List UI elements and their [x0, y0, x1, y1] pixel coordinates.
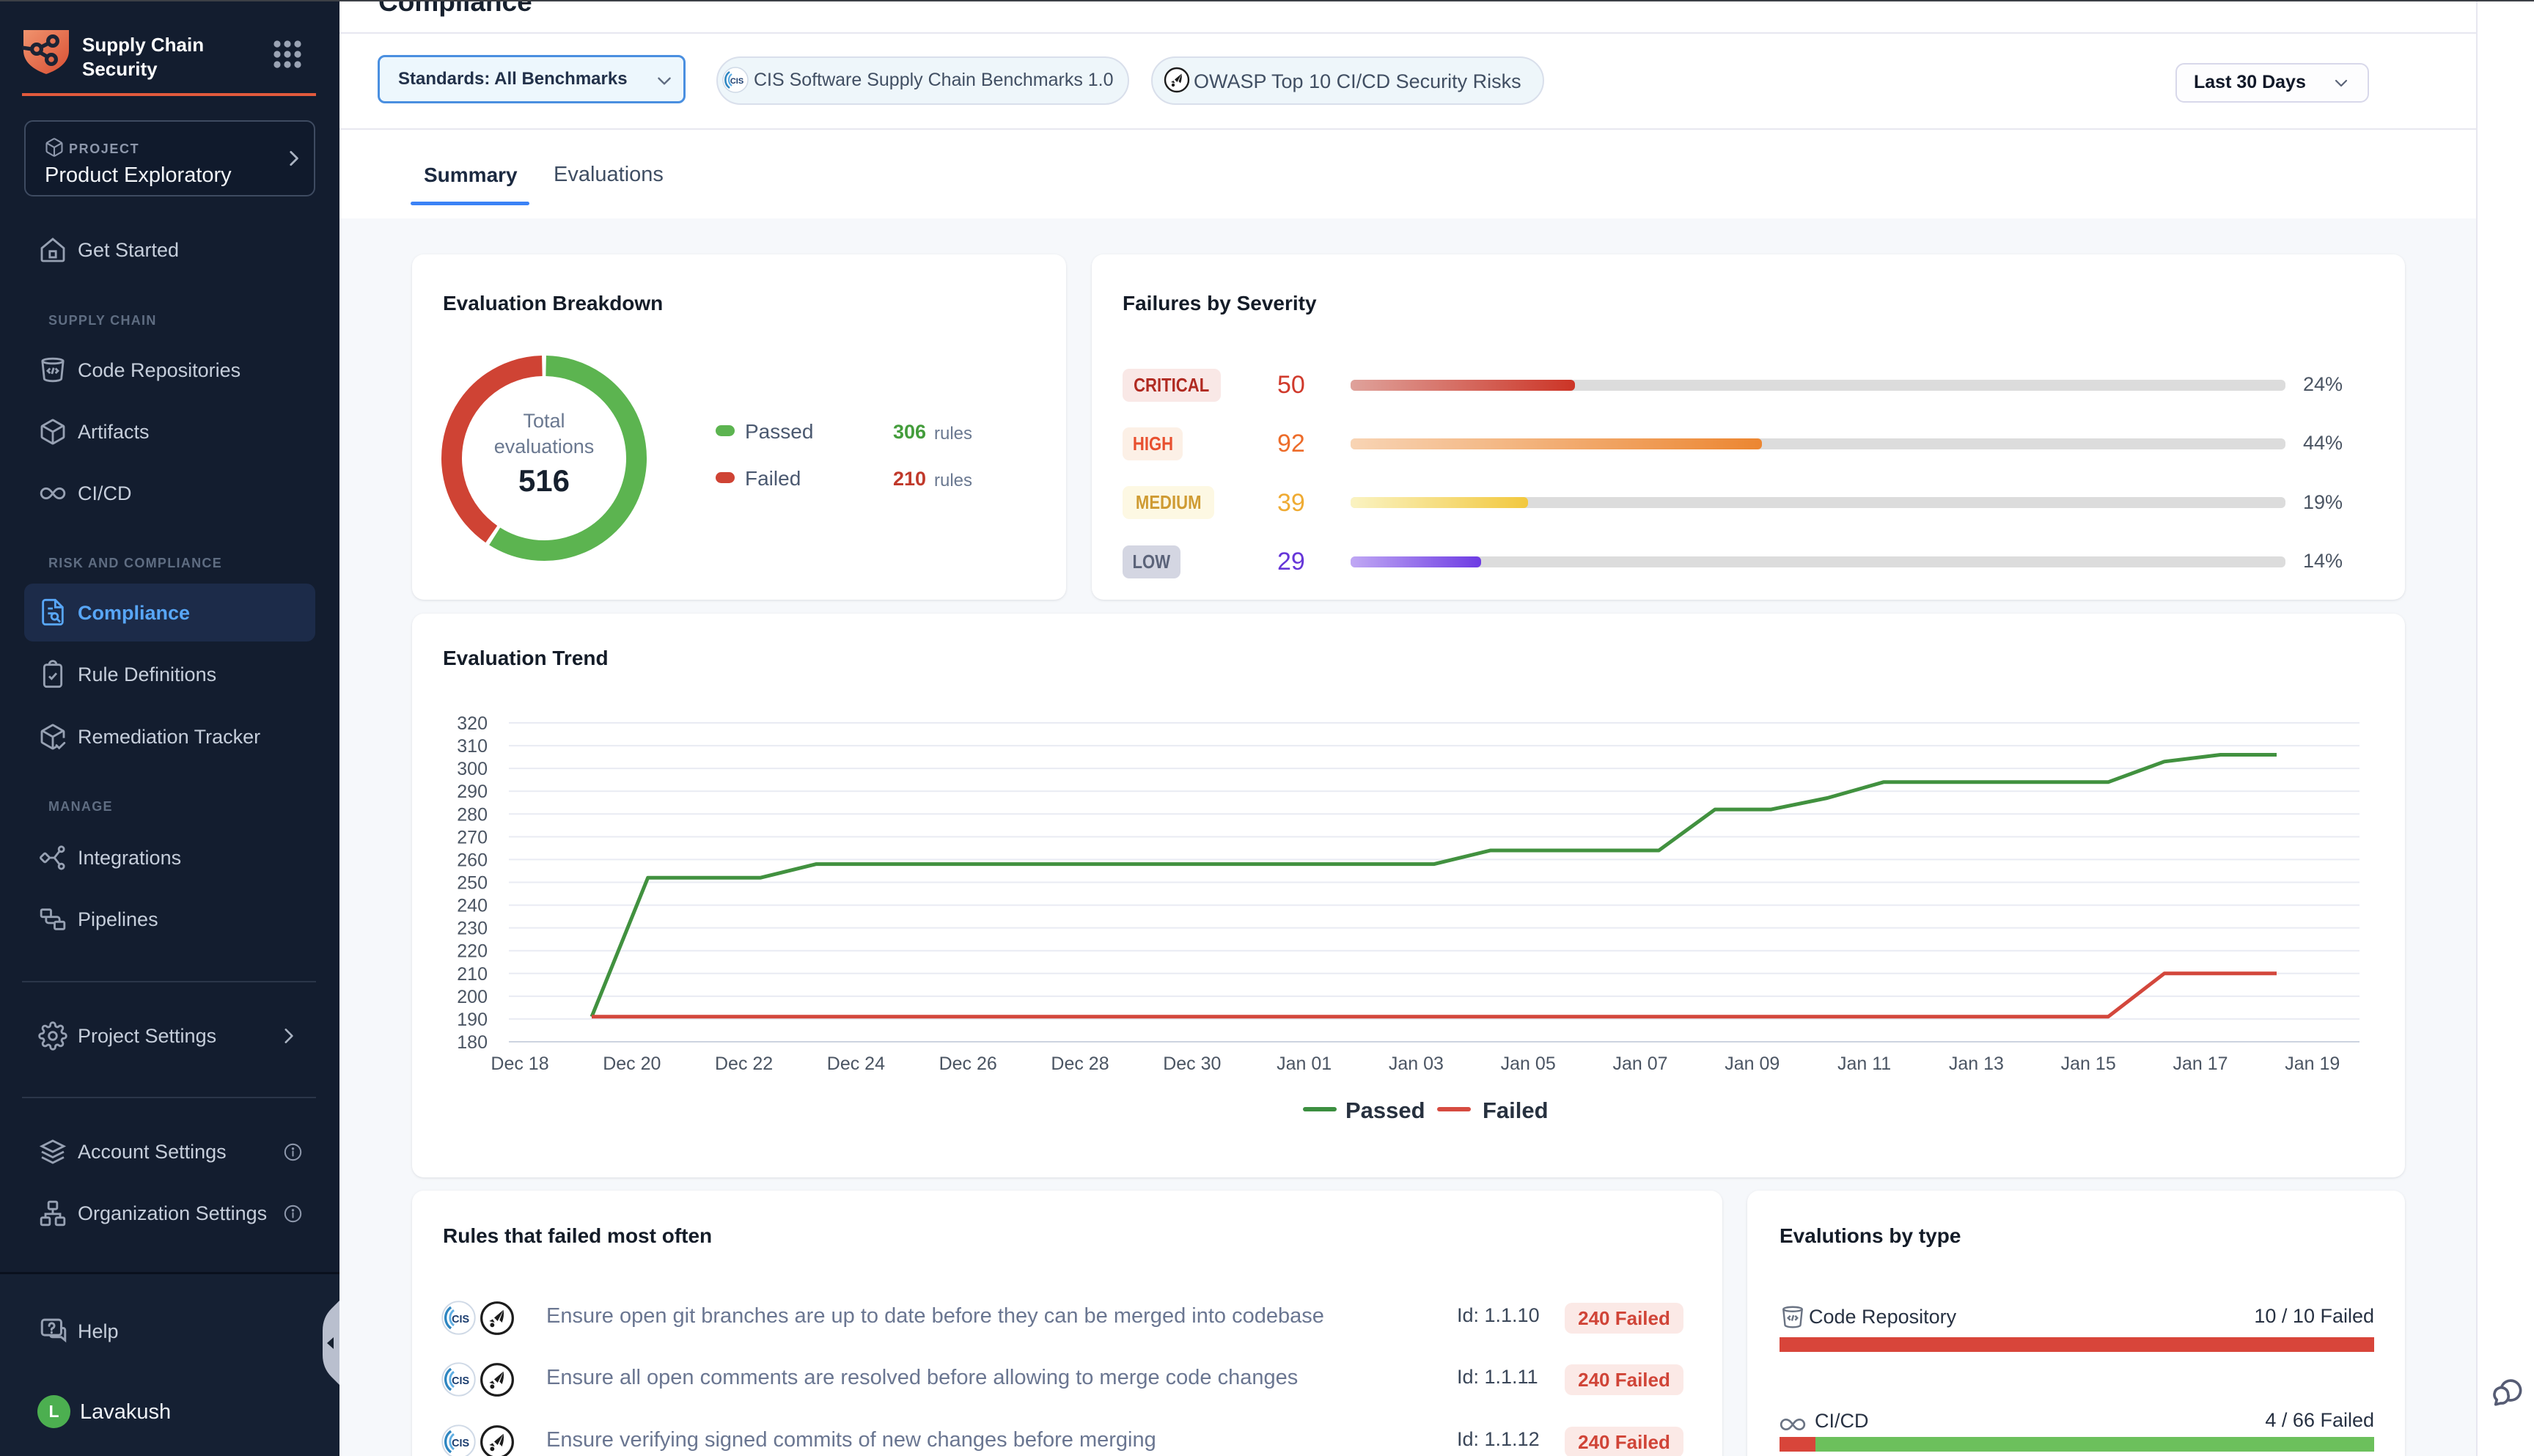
svg-text:180: 180 [457, 1032, 488, 1053]
svg-text:320: 320 [457, 713, 488, 734]
svg-text:Jan 17: Jan 17 [2173, 1054, 2228, 1074]
svg-text:300: 300 [457, 759, 488, 779]
svg-text:310: 310 [457, 736, 488, 757]
svg-text:Jan 09: Jan 09 [1725, 1054, 1780, 1074]
svg-text:Failed: Failed [1483, 1097, 1549, 1123]
svg-text:230: 230 [457, 919, 488, 939]
svg-text:Jan 03: Jan 03 [1389, 1054, 1444, 1074]
svg-text:Dec 18: Dec 18 [491, 1054, 548, 1074]
svg-text:Dec 30: Dec 30 [1163, 1054, 1221, 1074]
svg-text:Jan 05: Jan 05 [1501, 1054, 1556, 1074]
svg-text:Jan 15: Jan 15 [2061, 1054, 2116, 1074]
svg-text:Jan 11: Jan 11 [1837, 1054, 1891, 1074]
svg-text:190: 190 [457, 1010, 488, 1030]
svg-text:CIS: CIS [452, 1375, 469, 1387]
svg-text:270: 270 [457, 827, 488, 848]
svg-text:290: 290 [457, 782, 488, 802]
svg-text:260: 260 [457, 850, 488, 870]
svg-text:Dec 26: Dec 26 [939, 1054, 997, 1074]
svg-text:200: 200 [457, 987, 488, 1007]
svg-text:CIS: CIS [452, 1314, 469, 1326]
svg-text:CIS: CIS [452, 1438, 469, 1449]
svg-text:Jan 13: Jan 13 [1949, 1054, 2004, 1074]
svg-text:Jan 19: Jan 19 [2285, 1054, 2340, 1074]
svg-text:240: 240 [457, 896, 488, 916]
svg-text:220: 220 [457, 941, 488, 962]
svg-text:Dec 22: Dec 22 [715, 1054, 773, 1074]
svg-text:Jan 01: Jan 01 [1277, 1054, 1332, 1074]
svg-text:Jan 07: Jan 07 [1612, 1054, 1667, 1074]
svg-text:Dec 24: Dec 24 [827, 1054, 885, 1074]
svg-text:250: 250 [457, 873, 488, 894]
svg-text:Passed: Passed [1345, 1097, 1425, 1123]
svg-text:280: 280 [457, 804, 488, 825]
svg-text:210: 210 [457, 964, 488, 985]
svg-text:CIS: CIS [730, 77, 743, 86]
svg-text:Dec 28: Dec 28 [1051, 1054, 1109, 1074]
svg-text:Dec 20: Dec 20 [603, 1054, 661, 1074]
